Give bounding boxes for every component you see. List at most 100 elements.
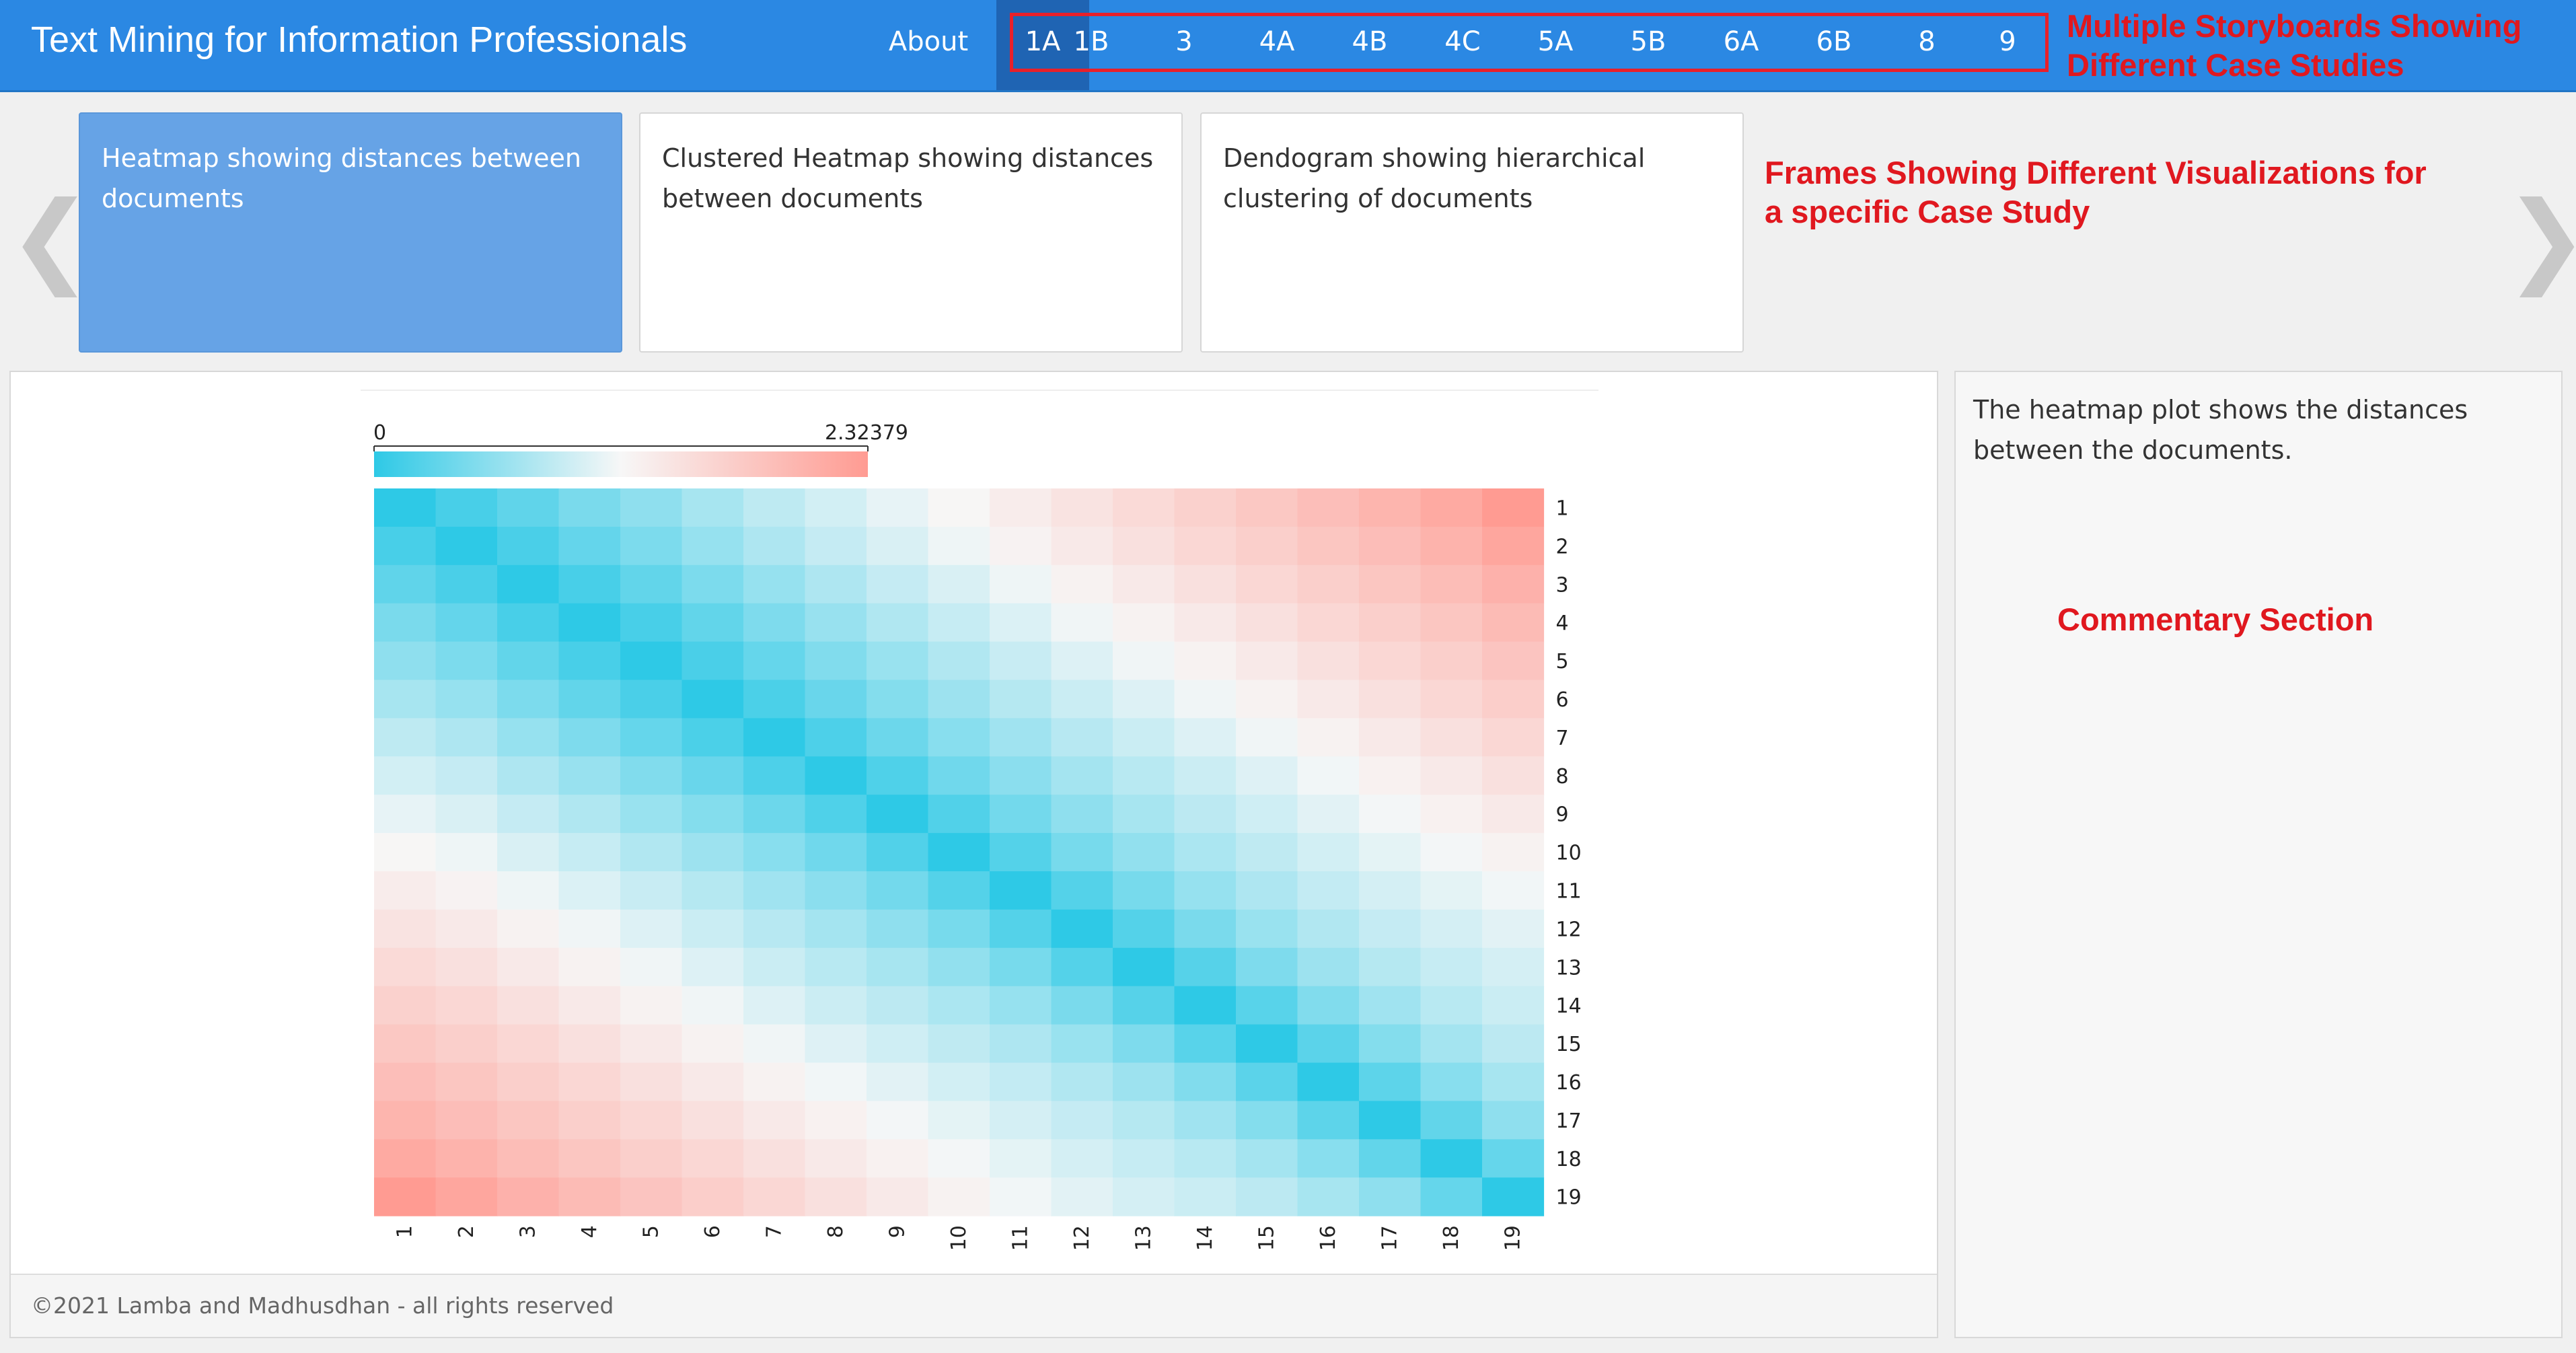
visualization-panel: 0 2.32379 1 2 3 4 5 6 7 8 9 10 11 12 13 14 15 16 17 18 19 …: [9, 371, 1938, 1338]
heatmap-cell: [435, 909, 498, 949]
heatmap-cell: [1051, 680, 1113, 719]
heatmap-cell: [1420, 871, 1483, 910]
storyboard-tab-4b[interactable]: 4B: [1352, 26, 1388, 57]
annotation-frames: Frames Showing Different Visualizations …: [1765, 153, 2427, 231]
heatmap-cell: [743, 603, 806, 643]
heatmap-cell: [620, 718, 683, 757]
heatmap-cell: [620, 1062, 683, 1101]
heatmap-cell: [558, 564, 621, 604]
heatmap-cell: [1236, 488, 1298, 527]
heatmap-cell: [620, 986, 683, 1025]
heatmap-cell: [1482, 680, 1545, 719]
heatmap-cell: [1174, 795, 1237, 834]
storyboard-tab-6a[interactable]: 6A: [1723, 26, 1759, 57]
heatmap-x-tick-label: 2: [455, 1225, 478, 1238]
heatmap-cell: [805, 1101, 867, 1140]
storyboard-tab-4a[interactable]: 4A: [1259, 26, 1295, 57]
heatmap-cell: [928, 756, 990, 795]
heatmap-cell: [743, 833, 806, 872]
heatmap-cell: [990, 756, 1052, 795]
heatmap-cell: [1482, 986, 1545, 1025]
heatmap-cell: [1359, 986, 1422, 1025]
heatmap-cell: [682, 947, 744, 987]
storyboard-tab-4c[interactable]: 4C: [1444, 26, 1481, 57]
heatmap-cell: [1420, 603, 1483, 643]
heatmap-cell: [1420, 756, 1483, 795]
heatmap-cell: [928, 680, 990, 719]
heatmap-cell: [1482, 795, 1545, 834]
annotation-frames-line1: Frames Showing Different Visualizations …: [1765, 155, 2427, 190]
chevron-left-icon[interactable]: ❮: [8, 180, 93, 297]
heatmap-cell: [1482, 1062, 1545, 1101]
heatmap-cell: [1174, 1101, 1237, 1140]
heatmap-cell: [867, 1024, 929, 1064]
heatmap-cell: [990, 1177, 1052, 1216]
heatmap-cell: [435, 756, 498, 795]
heatmap-cell: [867, 603, 929, 643]
heatmap-cell: [682, 909, 744, 949]
heatmap-cell: [928, 603, 990, 643]
heatmap-cell: [1113, 795, 1175, 834]
frame-card-label: Heatmap showing distances between docume…: [102, 143, 581, 213]
colorbar-min-label: 0: [373, 421, 386, 445]
heatmap-cell: [435, 718, 498, 757]
heatmap-cell: [928, 1101, 990, 1140]
heatmap-y-tick-label: 14: [1556, 994, 1582, 1018]
heatmap-y-tick-label: 19: [1556, 1186, 1582, 1210]
storyboard-tab-5a[interactable]: 5A: [1537, 26, 1574, 57]
heatmap-cell: [1482, 641, 1545, 681]
heatmap-cell: [1420, 526, 1483, 566]
nav-about-link[interactable]: About: [888, 26, 969, 57]
storyboard-tab-3[interactable]: 3: [1175, 26, 1193, 57]
heatmap-cell: [1297, 564, 1360, 604]
storyboard-tab-6b[interactable]: 6B: [1816, 26, 1852, 57]
heatmap-cell: [805, 641, 867, 681]
heatmap-cell: [682, 795, 744, 834]
heatmap-cell: [990, 833, 1052, 872]
frame-card-dendogram[interactable]: Dendogram showing hierarchical clusterin…: [1200, 112, 1744, 353]
heatmap-cell: [1174, 718, 1237, 757]
heatmap-cell: [867, 947, 929, 987]
storyboard-tab-9[interactable]: 9: [1999, 26, 2016, 57]
heatmap-cell: [867, 756, 929, 795]
heatmap-cell: [1359, 795, 1422, 834]
heatmap-cell: [374, 526, 437, 566]
heatmap-x-tick-label: 10: [947, 1225, 971, 1251]
storyboard-tab-8[interactable]: 8: [1918, 26, 1936, 57]
heatmap-x-tick-label: 17: [1378, 1225, 1401, 1251]
heatmap-y-tick-label: 12: [1556, 918, 1582, 941]
heatmap-cell: [1174, 1139, 1237, 1178]
heatmap-cell: [990, 1024, 1052, 1064]
heatmap-x-tick-label: 6: [701, 1225, 725, 1238]
heatmap-cell: [497, 680, 560, 719]
chevron-right-icon[interactable]: ❯: [2504, 188, 2576, 289]
heatmap-cell: [497, 756, 560, 795]
heatmap-cell: [1482, 603, 1545, 643]
annotation-frames-line2: a specific Case Study: [1765, 194, 2090, 229]
heatmap-cell: [1051, 947, 1113, 987]
frame-card-clustered-heatmap[interactable]: Clustered Heatmap showing distances betw…: [639, 112, 1183, 353]
frame-card-heatmap[interactable]: Heatmap showing distances between docume…: [79, 112, 622, 353]
heatmap-cell: [1359, 871, 1422, 910]
heatmap-cell: [743, 947, 806, 987]
heatmap-cell: [1420, 680, 1483, 719]
heatmap-cell: [1297, 947, 1360, 987]
storyboard-tab-1b[interactable]: 1B: [1073, 26, 1109, 57]
heatmap-cell: [743, 1139, 806, 1178]
heatmap-cell: [558, 795, 621, 834]
heatmap-x-tick-label: 16: [1317, 1225, 1340, 1251]
commentary-panel: The heatmap plot shows the distances bet…: [1954, 371, 2563, 1338]
heatmap-cell: [990, 986, 1052, 1025]
heatmap-x-tick-label: 15: [1255, 1225, 1278, 1251]
heatmap-cell: [682, 1024, 744, 1064]
heatmap-chart: 0 2.32379 12345678910111213141516171819 …: [373, 421, 1582, 1251]
heatmap-cell: [805, 909, 867, 949]
heatmap-cell: [558, 1024, 621, 1064]
storyboard-tab-5b[interactable]: 5B: [1630, 26, 1666, 57]
heatmap-cell: [1174, 680, 1237, 719]
heatmap-cell: [1236, 1139, 1298, 1178]
heatmap-cell: [1051, 756, 1113, 795]
heatmap-cell: [682, 718, 744, 757]
heatmap-cell: [682, 564, 744, 604]
